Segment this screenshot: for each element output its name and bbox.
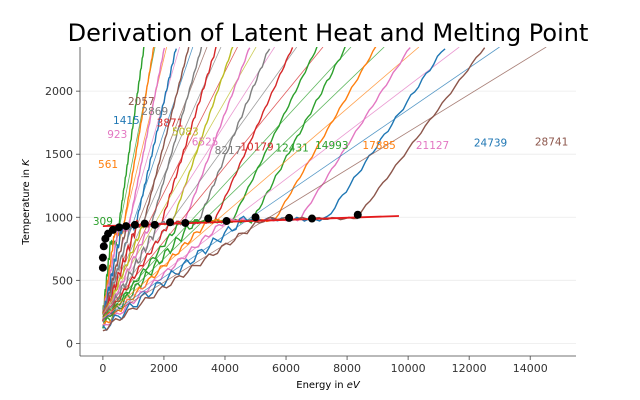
series-reference-line: [102, 47, 298, 316]
melting-point-marker: [285, 213, 294, 222]
size-label: 309: [93, 216, 113, 228]
melting-point-marker: [99, 242, 108, 251]
melting-point-marker: [98, 263, 107, 272]
size-label: 1415: [113, 115, 140, 127]
x-tick-label: 10000: [391, 362, 426, 375]
series-curve: [102, 48, 271, 327]
melting-point-marker: [115, 223, 124, 232]
melting-point-marker: [130, 220, 139, 229]
size-label: 5083: [172, 126, 199, 138]
melting-point-marker: [140, 219, 149, 228]
series-curve: [102, 47, 486, 332]
y-tick-label: 2000: [45, 85, 73, 98]
size-labels: 309 561 923 1415 205728693871508365258217101…: [93, 96, 568, 228]
series-reference-line: [102, 47, 385, 318]
x-axis-label: Energy in eV: [296, 380, 361, 391]
y-tick-label: 1000: [45, 211, 73, 224]
size-label: 2869: [141, 106, 168, 118]
size-label: 24739: [474, 138, 507, 150]
melting-point-marker: [251, 213, 260, 222]
x-tick-label: 2000: [150, 362, 178, 375]
size-label: 923: [107, 129, 127, 141]
series-reference-line: [102, 47, 324, 317]
chart-title: Derivation of Latent Heat and Melting Po…: [68, 19, 589, 47]
x-axis-label-text: Energy in: [296, 380, 346, 391]
size-label: 8217: [215, 145, 242, 157]
x-axis-label-unit: eV: [347, 380, 361, 391]
series-curve: [102, 47, 203, 322]
size-label: 6525: [192, 136, 219, 148]
melting-point-marker: [150, 220, 159, 229]
series-reference-line: [102, 47, 222, 313]
melting-point-marker: [122, 222, 131, 231]
melting-point-markers: [98, 210, 362, 272]
x-tick-label: 0: [99, 362, 106, 375]
y-axis-label-unit: K: [21, 158, 32, 166]
melting-point-marker: [181, 218, 190, 227]
y-tick-label: 1500: [45, 148, 73, 161]
x-tick-label: 6000: [272, 362, 300, 375]
axes: 0 2000 4000 6000 8000 10000 12000 14000 0 500 1000…: [45, 47, 576, 375]
melting-point-marker: [222, 217, 231, 226]
series-curve: [102, 47, 155, 314]
x-tick-label: 12000: [452, 362, 487, 375]
melting-point-marker: [307, 214, 316, 223]
series-reference-line: [102, 47, 352, 317]
series-reference-line: [102, 47, 547, 321]
series-curve: [102, 47, 166, 316]
y-axis-label-text: Temperature in: [21, 166, 32, 246]
size-label: 10179: [240, 141, 273, 153]
melting-point-marker: [204, 214, 213, 223]
size-label: 12431: [275, 143, 308, 155]
series-group: [102, 47, 547, 332]
size-label: 14993: [315, 140, 348, 152]
series-curve: [102, 47, 145, 315]
y-tick-label: 500: [52, 274, 73, 287]
size-label: 2057: [128, 96, 155, 108]
size-label: 17885: [362, 140, 395, 152]
x-tick-label: 4000: [211, 362, 239, 375]
x-tick-label: 14000: [513, 362, 548, 375]
series-reference-line: [102, 47, 238, 314]
melting-point-marker: [98, 253, 107, 262]
y-tick-label: 0: [66, 337, 73, 350]
series-reference-line: [102, 47, 500, 320]
size-label: 561: [98, 159, 118, 171]
series-reference-line: [102, 47, 420, 319]
series-reference-line: [102, 47, 460, 319]
y-axis-label: Temperature in K: [21, 158, 32, 246]
size-label: 3871: [157, 117, 184, 129]
size-label: 28741: [535, 136, 568, 148]
melting-point-marker: [166, 218, 175, 227]
series-reference-line: [102, 47, 275, 315]
size-label: 21127: [416, 140, 449, 152]
series-curve: [102, 48, 177, 319]
x-tick-label: 8000: [333, 362, 361, 375]
melting-point-marker: [108, 225, 117, 234]
melting-point-marker: [353, 210, 362, 219]
